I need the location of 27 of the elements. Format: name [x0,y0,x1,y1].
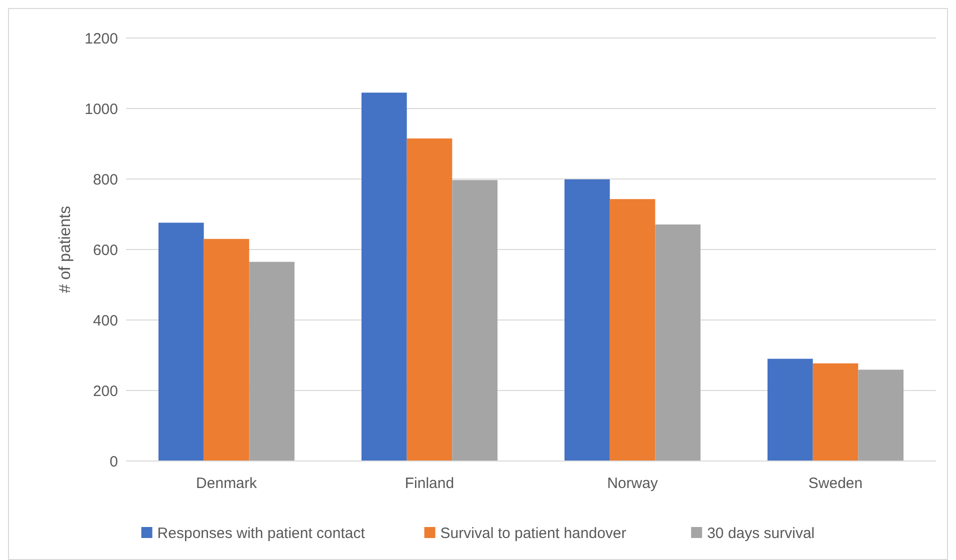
bar [204,238,250,461]
bar [361,92,407,461]
x-tick-label: Sweden [808,475,863,492]
y-tick-label: 1200 [84,30,118,48]
y-tick-label: 400 [92,312,118,330]
y-tick-label: 600 [92,242,118,259]
bar [406,138,452,461]
y-axis-title: # of patients [57,206,74,294]
bar [249,262,294,461]
bar [858,370,904,461]
bar [610,199,656,461]
x-tick-label: Finland [404,475,454,492]
bar [768,358,813,461]
y-tick-label: 0 [110,453,118,470]
bar [564,179,610,461]
bar [655,224,701,461]
legend-label: Responses with patient contact [157,525,366,542]
bar [452,180,498,461]
bar [812,363,858,461]
legend-label: 30 days survival [707,525,815,542]
x-tick-label: Norway [607,475,658,492]
legend-label: Survival to patient handover [440,525,626,542]
x-tick-label: Denmark [196,475,258,492]
y-tick-label: 800 [92,171,118,188]
y-tick-label: 1000 [84,100,118,118]
bar [158,222,204,461]
y-tick-label: 200 [92,382,118,400]
